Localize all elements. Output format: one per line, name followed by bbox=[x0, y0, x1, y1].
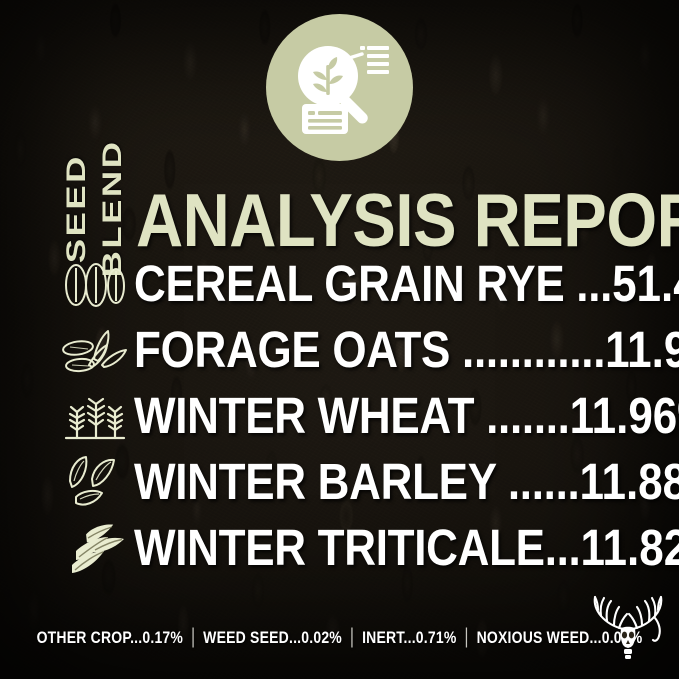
wheat-stalks-icon bbox=[62, 392, 134, 442]
list-item: WINTER WHEAT ....... 11.96% bbox=[62, 384, 679, 450]
list-item-label: FORAGE OATS ............ bbox=[134, 322, 606, 379]
footer-separator: | bbox=[464, 624, 469, 649]
triticale-leaves-icon bbox=[62, 523, 134, 575]
list-item-label: WINTER WHEAT ....... bbox=[134, 388, 570, 445]
deer-skull-antlers-icon bbox=[593, 595, 663, 659]
list-item-value: 11.96% bbox=[569, 388, 679, 445]
list-item-label: WINTER BARLEY ...... bbox=[134, 454, 580, 511]
footer-separator: | bbox=[349, 624, 355, 649]
footer-inert: INERT...0.71% bbox=[362, 626, 457, 647]
footer-weed-seed: WEED SEED...0.02% bbox=[203, 626, 342, 647]
plant-magnifier-report-icon bbox=[297, 45, 389, 134]
forage-oats-icon bbox=[62, 325, 134, 377]
list-item-value: 51.47% bbox=[612, 256, 679, 313]
list-item: CEREAL GRAIN RYE ... 51.47% bbox=[62, 252, 679, 318]
seed-composition-list: CEREAL GRAIN RYE ... 51.47% bbox=[62, 252, 679, 582]
barley-seeds-icon bbox=[62, 455, 134, 511]
page-title: ANALYSIS REPORT bbox=[135, 177, 679, 263]
footer-stats: OTHER CROP...0.17% | WEED SEED...0.02% |… bbox=[0, 625, 679, 649]
list-item-value: 11.82% bbox=[580, 520, 679, 577]
heading-kicker-seed: SEED bbox=[60, 154, 91, 264]
list-item-label: CEREAL GRAIN RYE ... bbox=[134, 256, 613, 313]
rye-seeds-icon bbox=[62, 262, 134, 308]
list-item: WINTER BARLEY ...... 11.88% bbox=[62, 450, 679, 516]
list-item-label: WINTER TRITICALE... bbox=[134, 520, 581, 577]
list-item-value: 11.97% bbox=[605, 322, 679, 379]
footer-separator: | bbox=[191, 624, 196, 649]
seed-analysis-logo-badge bbox=[266, 14, 413, 161]
footer-other-crop: OTHER CROP...0.17% bbox=[36, 626, 184, 647]
heading-kicker-blend: BLEND bbox=[96, 140, 127, 278]
list-item: FORAGE OATS ............ 11.97% bbox=[62, 318, 679, 384]
footer-noxious-weed: NOXIOUS WEED...0.00% bbox=[476, 626, 643, 647]
list-item-value: 11.88% bbox=[579, 454, 679, 511]
list-item: WINTER TRITICALE... 11.82% bbox=[62, 516, 679, 582]
report-heading: SEED BLEND ANALYSIS REPORT bbox=[60, 140, 679, 278]
brand-mark bbox=[585, 585, 671, 665]
